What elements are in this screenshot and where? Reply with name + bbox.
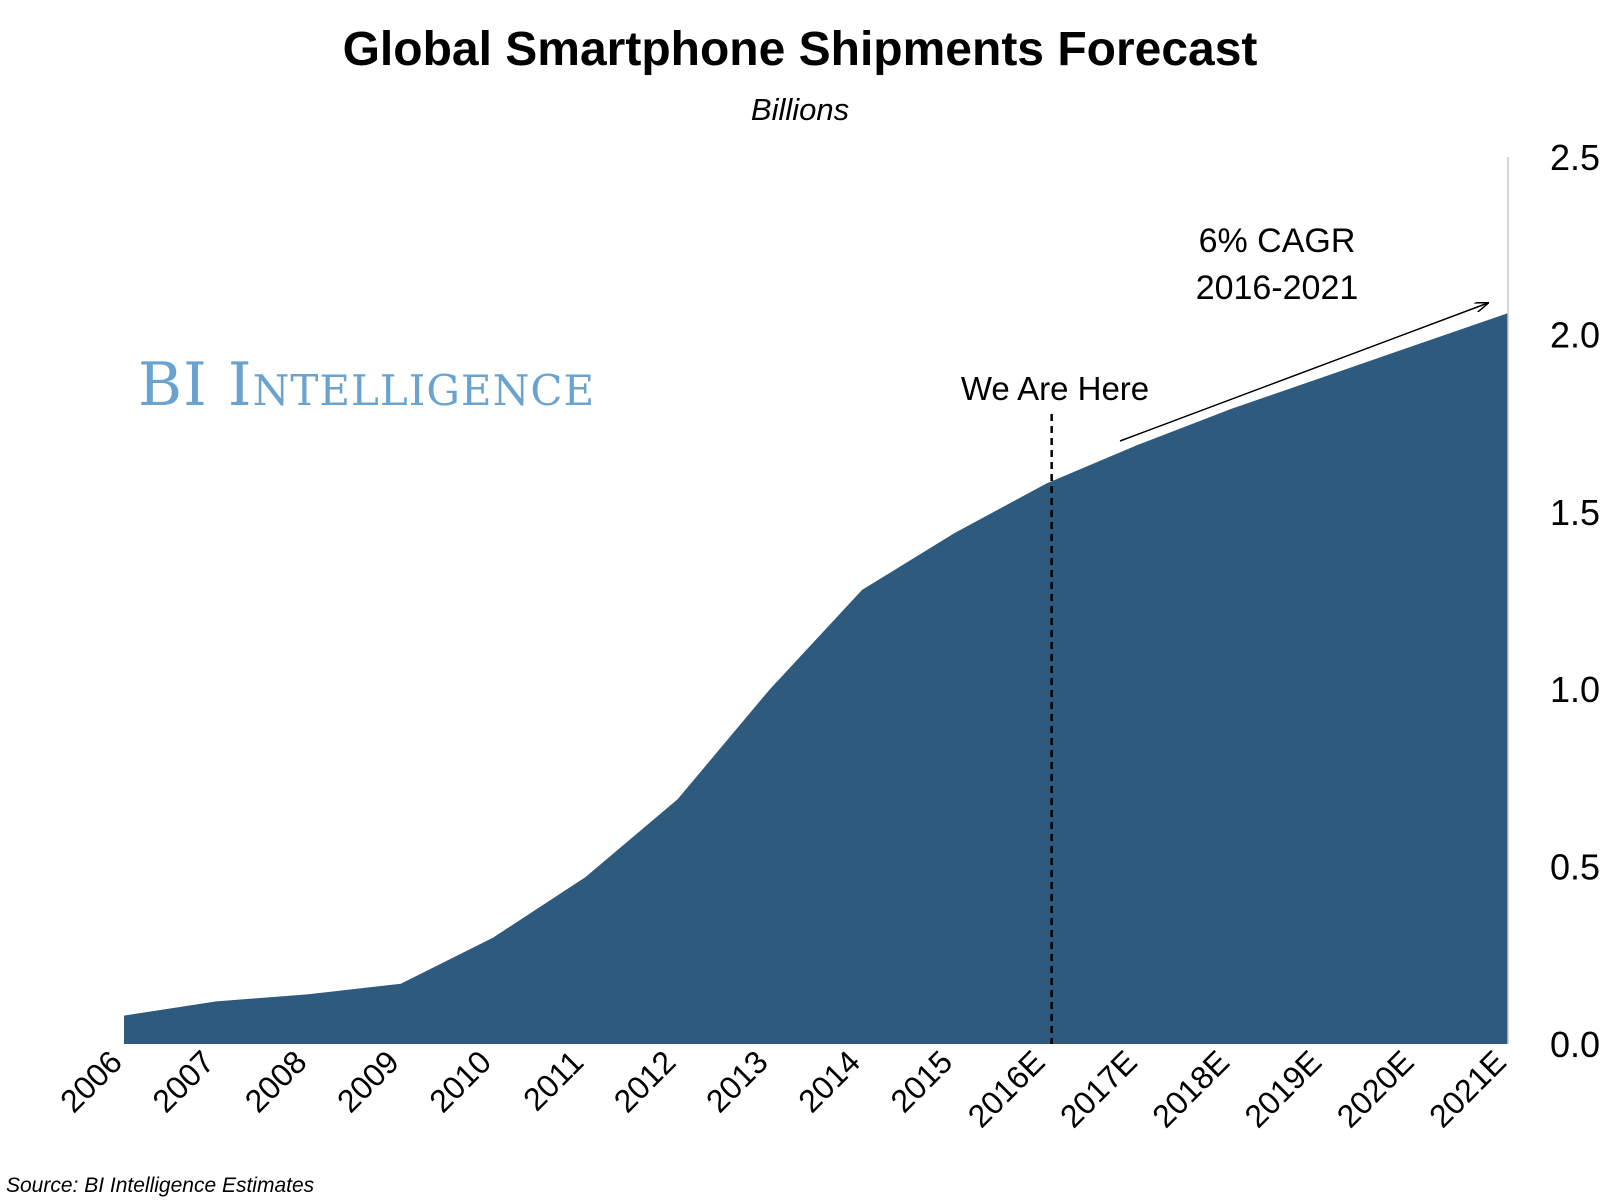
x-tick-label: 2016E [961,1043,1052,1134]
x-tick-label: 2009 [330,1043,406,1119]
we-are-here-label: We Are Here [961,370,1149,407]
y-tick-label: 2.0 [1550,314,1600,355]
x-tick-label: 2018E [1145,1043,1236,1134]
x-tick-label: 2019E [1238,1043,1329,1134]
y-tick-label: 0.5 [1550,847,1600,888]
chart-subtitle: Billions [750,92,850,127]
cagr-period-label: 2016-2021 [1196,269,1359,307]
cagr-label: 6% CAGR [1199,222,1356,260]
x-tick-label: 2015 [884,1043,960,1119]
x-tick-label: 2013 [699,1043,775,1119]
x-tick-label: 2008 [238,1043,314,1119]
bi-intelligence-logo: BI Intelligence [138,350,595,420]
cagr-trend-arrow [1119,303,1488,442]
chart-title: Global Smartphone Shipments Forecast [342,23,1258,76]
x-tick-label: 2021E [1422,1043,1513,1134]
logo-text: BI Intelligence [138,350,596,420]
x-tick-label: 2020E [1330,1043,1421,1134]
x-tick-label: 2006 [53,1043,129,1119]
x-tick-label: 2010 [422,1043,498,1119]
shipments-area [124,313,1508,1045]
y-tick-label: 1.5 [1550,492,1600,533]
x-tick-label: 2012 [607,1043,683,1119]
source-note: Source: BI Intelligence Estimates [6,1174,315,1197]
x-tick-label: 2007 [145,1043,221,1119]
x-tick-label: 2011 [516,1043,590,1117]
y-tick-label: 1.0 [1550,669,1600,710]
x-tick-label: 2014 [791,1043,867,1119]
x-tick-label: 2017E [1053,1043,1144,1134]
y-tick-label: 2.5 [1550,137,1600,178]
y-tick-label: 0.0 [1550,1024,1600,1065]
